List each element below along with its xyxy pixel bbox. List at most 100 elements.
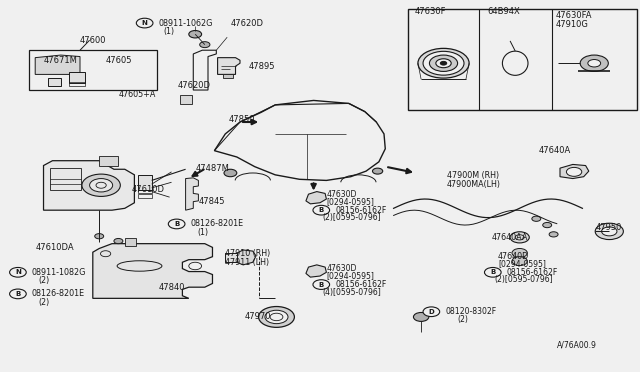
Circle shape: [512, 248, 527, 257]
Text: 47620D: 47620D: [230, 19, 264, 28]
Text: 08120-8302F: 08120-8302F: [445, 307, 497, 316]
Circle shape: [423, 51, 464, 75]
Circle shape: [224, 169, 237, 177]
Circle shape: [484, 267, 501, 277]
Circle shape: [549, 232, 558, 237]
Circle shape: [136, 18, 153, 28]
Circle shape: [440, 61, 447, 65]
Text: 47487M: 47487M: [195, 164, 229, 173]
Text: 47600: 47600: [80, 36, 106, 45]
Text: 08126-8201E: 08126-8201E: [191, 219, 244, 228]
Circle shape: [200, 42, 210, 48]
Circle shape: [413, 312, 429, 321]
Circle shape: [10, 267, 26, 277]
Text: 08911-1082G: 08911-1082G: [32, 268, 86, 277]
Bar: [99, 156, 118, 166]
Circle shape: [595, 223, 623, 240]
Bar: [138, 194, 152, 198]
Circle shape: [313, 205, 330, 215]
Bar: [138, 190, 152, 193]
Bar: [69, 82, 85, 86]
Text: [0294-0595]: [0294-0595]: [498, 260, 546, 269]
Bar: [223, 74, 233, 78]
Text: (1): (1): [197, 228, 208, 237]
Circle shape: [532, 216, 541, 221]
Text: (2): (2): [38, 298, 50, 307]
Circle shape: [90, 179, 113, 192]
Polygon shape: [306, 192, 326, 204]
Circle shape: [82, 174, 120, 196]
Circle shape: [566, 167, 582, 176]
Text: N: N: [15, 269, 21, 275]
Text: 47610D: 47610D: [131, 185, 164, 194]
Text: N: N: [141, 20, 148, 26]
Text: 47630FA: 47630FA: [556, 11, 592, 20]
Polygon shape: [560, 164, 589, 179]
Text: 47605: 47605: [106, 56, 132, 65]
Bar: [125, 238, 136, 246]
Circle shape: [168, 219, 185, 229]
Text: (1): (1): [163, 27, 174, 36]
Text: 47630D: 47630D: [326, 264, 357, 273]
Text: 47910G: 47910G: [556, 20, 588, 29]
Text: D: D: [429, 309, 434, 315]
Polygon shape: [44, 161, 134, 210]
Text: (2)[0595-0796]: (2)[0595-0796]: [323, 213, 381, 222]
Text: 08126-8201E: 08126-8201E: [32, 289, 85, 298]
Circle shape: [114, 238, 123, 244]
Bar: [180, 95, 192, 104]
Circle shape: [602, 227, 617, 236]
Text: 08156-6162F: 08156-6162F: [507, 268, 558, 277]
Polygon shape: [186, 178, 198, 210]
Circle shape: [95, 234, 104, 239]
Text: B: B: [174, 221, 179, 227]
Text: [0294-0595]: [0294-0595]: [326, 197, 374, 206]
Text: 47900M (RH): 47900M (RH): [447, 171, 499, 180]
Text: 47640D: 47640D: [498, 252, 529, 261]
Circle shape: [512, 257, 527, 266]
Text: B: B: [15, 291, 20, 297]
Text: 08156-6162F: 08156-6162F: [335, 206, 387, 215]
Text: 47910 (RH): 47910 (RH): [225, 249, 271, 258]
Circle shape: [429, 55, 458, 71]
Text: 47911 (LH): 47911 (LH): [225, 258, 269, 267]
Text: 47845: 47845: [198, 197, 225, 206]
Polygon shape: [93, 244, 212, 298]
Circle shape: [588, 60, 600, 67]
Text: (4)[0595-0796]: (4)[0595-0796]: [323, 288, 381, 296]
Polygon shape: [35, 55, 80, 74]
Text: 47850: 47850: [229, 115, 255, 124]
Text: 47840: 47840: [159, 283, 185, 292]
Polygon shape: [306, 265, 326, 277]
Bar: [69, 72, 85, 83]
Circle shape: [313, 280, 330, 289]
Bar: [138, 175, 152, 190]
Circle shape: [510, 232, 529, 243]
Text: 47620D: 47620D: [178, 81, 211, 90]
Text: 47640AA: 47640AA: [492, 233, 528, 242]
Text: 47970: 47970: [245, 312, 271, 321]
Text: (2): (2): [458, 315, 468, 324]
Bar: [225, 253, 237, 262]
Text: 47605+A: 47605+A: [118, 90, 156, 99]
Text: 47630F: 47630F: [415, 7, 446, 16]
Circle shape: [265, 310, 288, 324]
Circle shape: [10, 289, 26, 299]
Text: 08911-1062G: 08911-1062G: [159, 19, 213, 28]
Text: 47671M: 47671M: [44, 56, 77, 65]
Text: 08156-6162F: 08156-6162F: [335, 280, 387, 289]
Circle shape: [372, 168, 383, 174]
Text: 47640A: 47640A: [539, 146, 571, 155]
Text: 47895: 47895: [248, 62, 275, 71]
Text: [0294-0595]: [0294-0595]: [326, 272, 374, 280]
Bar: [29, 50, 157, 90]
Circle shape: [189, 262, 202, 270]
Text: 47630D: 47630D: [326, 190, 357, 199]
Text: (2)[0595-0796]: (2)[0595-0796]: [494, 275, 553, 284]
Circle shape: [189, 31, 202, 38]
Polygon shape: [234, 250, 256, 265]
Text: A/76A00.9: A/76A00.9: [557, 341, 596, 350]
Circle shape: [436, 59, 451, 68]
Text: 47950: 47950: [595, 223, 621, 232]
Text: 47900MA(LH): 47900MA(LH): [447, 180, 500, 189]
